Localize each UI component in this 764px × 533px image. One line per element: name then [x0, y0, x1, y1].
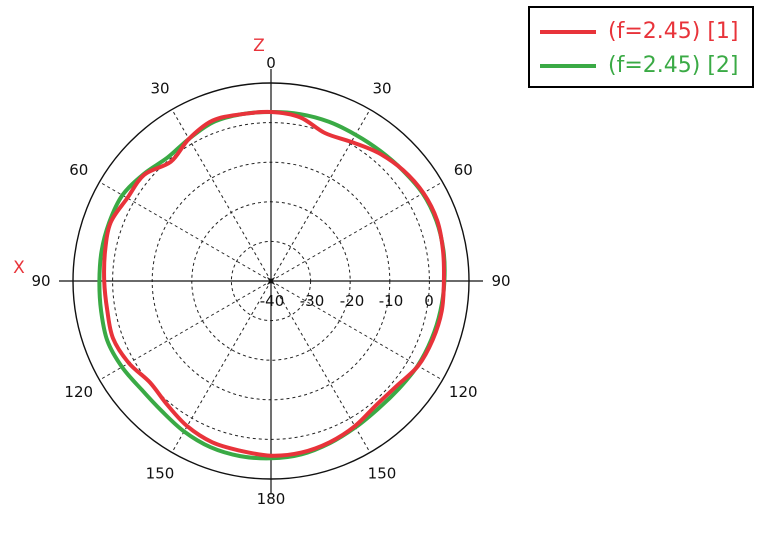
radial-tick-label-4: 0 — [424, 292, 434, 310]
radial-tick-label-3: -10 — [379, 292, 404, 310]
grid-spoke-240 — [99, 280, 272, 381]
horizontal-axis-name: X — [13, 258, 25, 278]
polar-grid — [59, 69, 483, 493]
angle-label-11: 150 — [146, 464, 175, 482]
legend-item-series-1: (f=2.45) [1] — [530, 16, 752, 46]
angle-label-10: 120 — [64, 383, 93, 401]
grid-spoke-60 — [270, 181, 443, 282]
grid-spoke-120 — [270, 280, 443, 381]
grid-spoke-330 — [171, 109, 272, 282]
angle-label-2: 60 — [454, 161, 473, 179]
angle-label-9: 90 — [31, 272, 50, 290]
grid-spoke-210 — [171, 280, 272, 453]
angle-label-7: 30 — [150, 80, 169, 98]
series-curves — [97, 109, 447, 461]
angle-label-4: 120 — [449, 383, 478, 401]
legend-swatch-series-2 — [540, 64, 596, 68]
legend-item-series-2: (f=2.45) [2] — [530, 50, 752, 80]
angle-label-6: 180 — [257, 490, 286, 508]
vertical-axis-name: Z — [253, 36, 265, 56]
angle-label-8: 60 — [69, 161, 88, 179]
radial-tick-label-0: -40 — [260, 292, 285, 310]
radial-tick-labels: -40 -30 -20 -10 0 — [260, 292, 434, 310]
legend: (f=2.45) [1] (f=2.45) [2] — [528, 6, 754, 88]
center-marker — [266, 276, 276, 286]
radial-tick-label-1: -30 — [300, 292, 325, 310]
legend-swatch-series-1 — [540, 30, 596, 34]
angle-label-1: 30 — [372, 80, 391, 98]
legend-label-series-1: (f=2.45) [1] — [608, 19, 739, 44]
series-1-curve — [102, 109, 446, 458]
angle-label-3: 90 — [491, 272, 510, 290]
grid-spoke-30 — [270, 109, 371, 282]
angle-label-0: 0 — [266, 54, 276, 72]
angle-labels: 0 30 60 90 120 150 180 30 60 90 120 150 — [31, 54, 510, 508]
radial-tick-label-2: -20 — [340, 292, 365, 310]
outer-ring — [72, 82, 470, 480]
grid-spoke-150 — [270, 280, 371, 453]
legend-label-series-2: (f=2.45) [2] — [608, 53, 739, 78]
angle-label-5: 150 — [368, 464, 397, 482]
grid-spoke-300 — [99, 181, 272, 282]
